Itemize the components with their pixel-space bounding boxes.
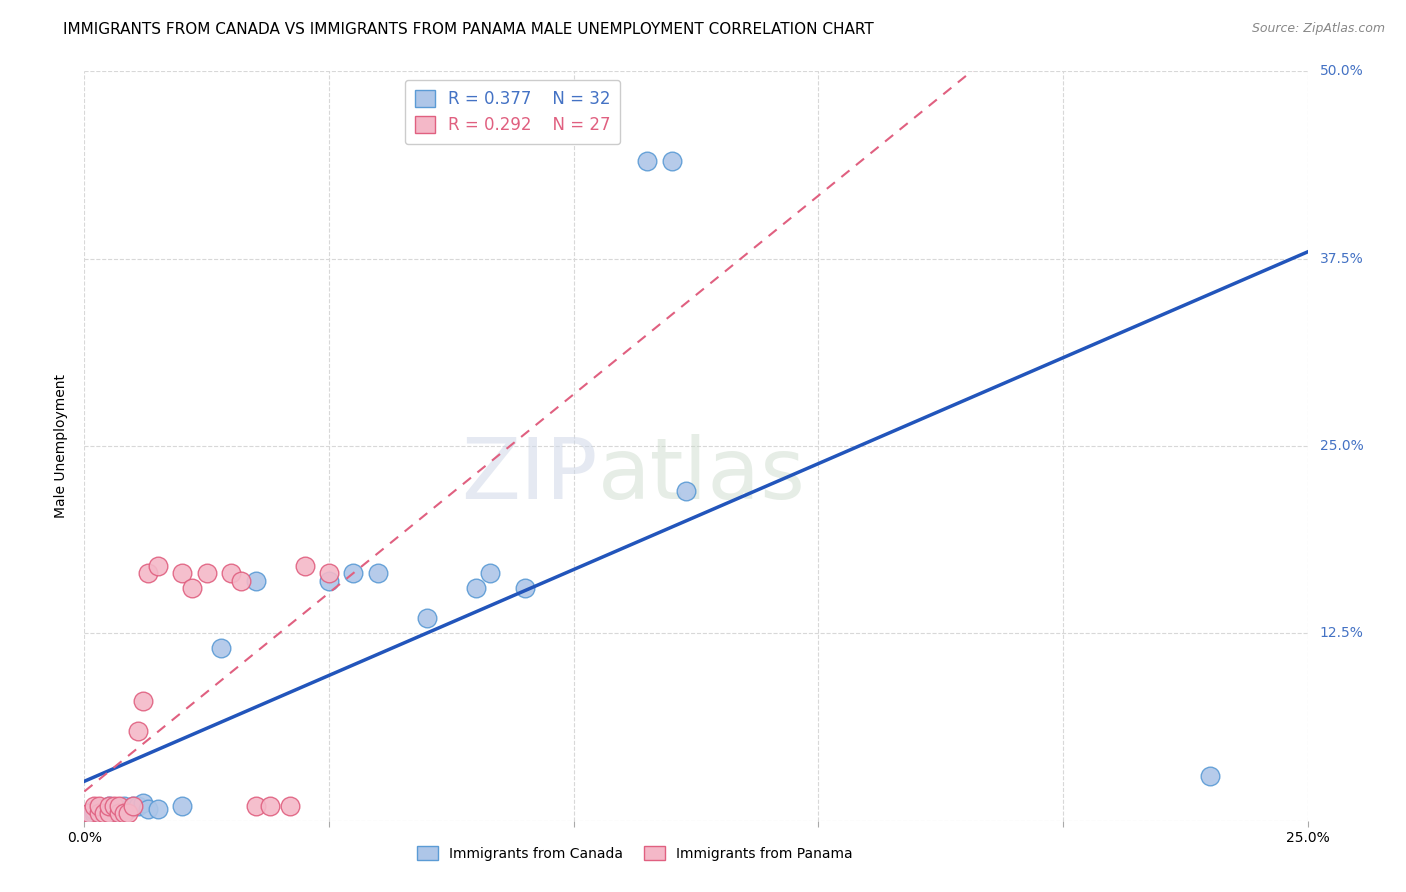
Point bbox=[107, 798, 129, 813]
Point bbox=[416, 611, 439, 625]
Point bbox=[97, 806, 120, 821]
Point bbox=[83, 806, 105, 821]
Point bbox=[278, 798, 301, 813]
Point bbox=[107, 802, 129, 816]
Point bbox=[77, 806, 100, 821]
Point bbox=[636, 154, 658, 169]
Point bbox=[83, 798, 105, 813]
Point bbox=[112, 806, 135, 821]
Point bbox=[97, 798, 120, 813]
Point bbox=[103, 802, 125, 816]
Point bbox=[77, 806, 100, 821]
Text: ZIP: ZIP bbox=[461, 434, 598, 517]
Point bbox=[103, 798, 125, 813]
Point bbox=[122, 798, 145, 813]
Point bbox=[342, 566, 364, 581]
Text: 50.0%: 50.0% bbox=[1320, 64, 1364, 78]
Point bbox=[464, 582, 486, 596]
Text: 12.5%: 12.5% bbox=[1320, 626, 1364, 640]
Point bbox=[294, 558, 316, 573]
Text: Source: ZipAtlas.com: Source: ZipAtlas.com bbox=[1251, 22, 1385, 36]
Point bbox=[132, 694, 155, 708]
Point bbox=[87, 802, 110, 816]
Point bbox=[172, 566, 194, 581]
Point bbox=[93, 806, 115, 821]
Point bbox=[146, 802, 169, 816]
Point bbox=[117, 802, 139, 816]
Text: IMMIGRANTS FROM CANADA VS IMMIGRANTS FROM PANAMA MALE UNEMPLOYMENT CORRELATION C: IMMIGRANTS FROM CANADA VS IMMIGRANTS FRO… bbox=[63, 22, 875, 37]
Point bbox=[367, 566, 389, 581]
Point bbox=[117, 806, 139, 821]
Point bbox=[245, 798, 267, 813]
Point bbox=[97, 798, 120, 813]
Point bbox=[318, 566, 340, 581]
Point bbox=[172, 798, 194, 813]
Point bbox=[107, 806, 129, 821]
Point bbox=[209, 641, 232, 656]
Point bbox=[146, 558, 169, 573]
Point bbox=[97, 806, 120, 821]
Point bbox=[1198, 769, 1220, 783]
Point bbox=[181, 582, 204, 596]
Text: 37.5%: 37.5% bbox=[1320, 252, 1364, 266]
Point bbox=[195, 566, 218, 581]
Point bbox=[479, 566, 502, 581]
Point bbox=[259, 798, 281, 813]
Point bbox=[112, 798, 135, 813]
Point bbox=[127, 723, 149, 738]
Point bbox=[132, 796, 155, 810]
Point bbox=[87, 806, 110, 821]
Point bbox=[127, 798, 149, 813]
Point bbox=[675, 483, 697, 498]
Point bbox=[229, 574, 252, 588]
Legend: Immigrants from Canada, Immigrants from Panama: Immigrants from Canada, Immigrants from … bbox=[412, 840, 858, 866]
Point bbox=[93, 806, 115, 821]
Point bbox=[83, 803, 105, 817]
Point bbox=[513, 582, 536, 596]
Text: 25.0%: 25.0% bbox=[1320, 439, 1364, 453]
Point bbox=[219, 566, 242, 581]
Point bbox=[136, 802, 159, 816]
Text: atlas: atlas bbox=[598, 434, 806, 517]
Point bbox=[661, 154, 683, 169]
Y-axis label: Male Unemployment: Male Unemployment bbox=[55, 374, 69, 518]
Point bbox=[107, 806, 129, 821]
Point bbox=[245, 574, 267, 588]
Point bbox=[136, 566, 159, 581]
Point bbox=[87, 798, 110, 813]
Point bbox=[122, 798, 145, 813]
Point bbox=[318, 574, 340, 588]
Point bbox=[87, 806, 110, 821]
